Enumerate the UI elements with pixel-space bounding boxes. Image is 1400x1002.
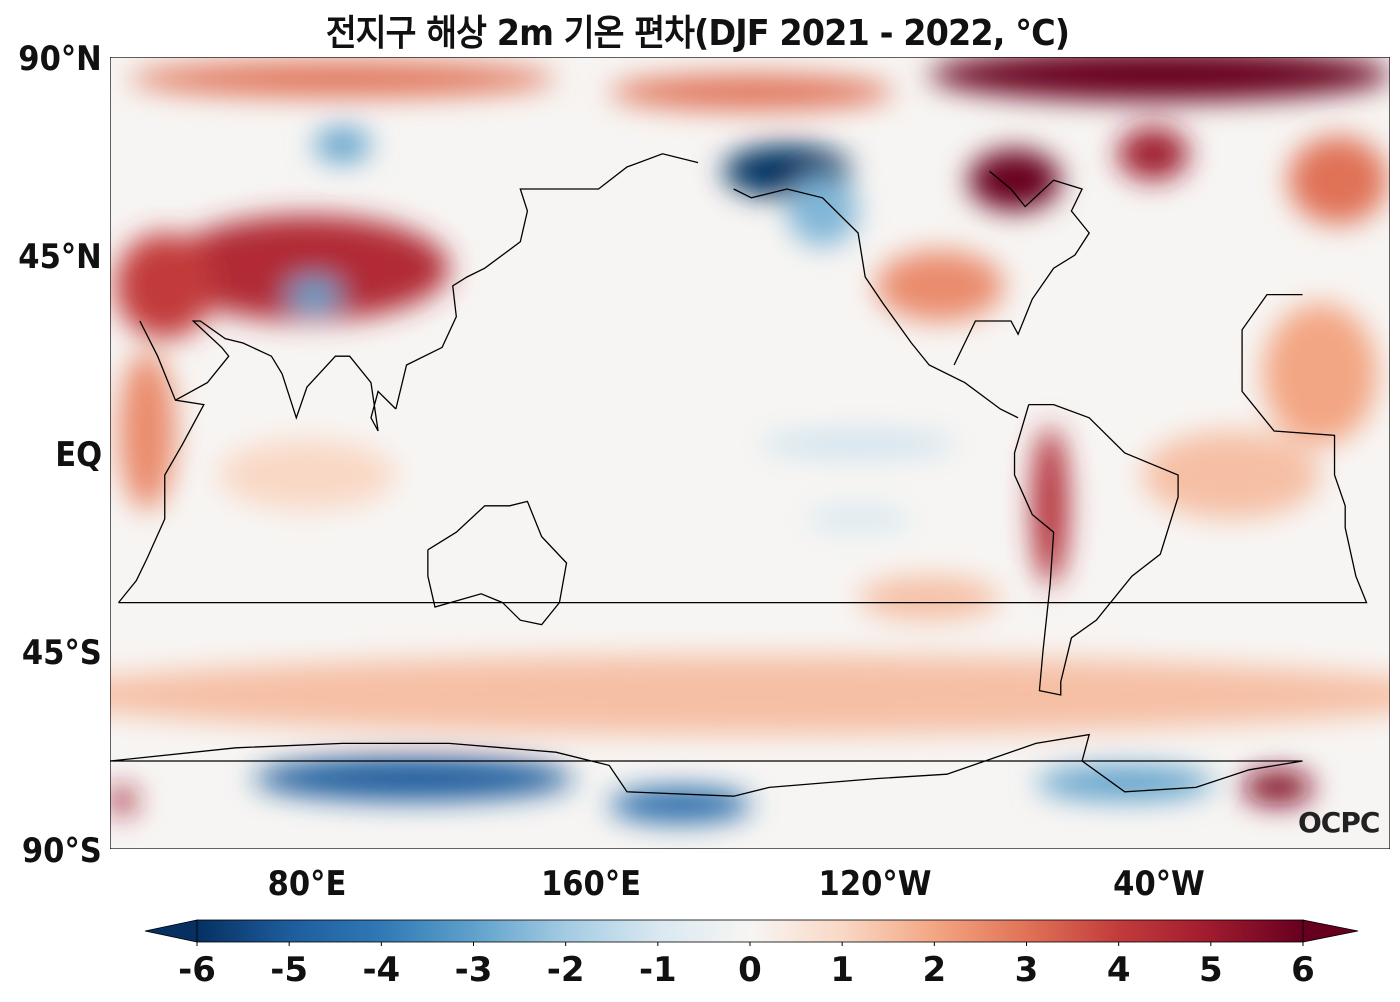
anomaly-region-tibet-cold [285,277,343,313]
x-tick-label: 120°W [818,864,932,904]
anomaly-region-africa-warm [1263,303,1378,445]
x-tick-label: 80°E [267,864,347,904]
coastline-asia-south [175,320,397,432]
anomaly-region-north-america-warm [875,250,1004,321]
colorbar-tick-label: 1 [830,950,854,990]
anomaly-region-antarctica-ross-cold [609,787,752,823]
colorbar-tick-label: -2 [546,950,585,990]
colorbar-tick-label: 6 [1291,950,1315,990]
coastline-north-america-west [733,188,1019,419]
anomaly-region-antarctica-dml-warm [1242,769,1314,806]
y-tick-label: 90°S [22,831,102,871]
x-tick-label: 40°W [1113,864,1205,904]
coastline-south-america [1013,403,1179,696]
anomaly-region-indian-ocean-warm [218,439,396,511]
anomaly-region-antarctica-weddell-cold [1035,765,1214,801]
x-tick-label: 160°E [540,864,642,904]
colorbar-tick-label: 0 [738,950,762,990]
anomaly-region-southern-ocean-warm-band [110,655,1390,735]
anomaly-region-atlantic-warm [1142,431,1321,519]
anomaly-region-central-asia-warm [164,215,450,321]
colorbar-tick-label: 4 [1106,950,1131,990]
coastline-asia-east [395,153,699,410]
anomaly-region-south-pacific-cool [804,505,912,533]
anomaly-region-europe-warm [1288,136,1388,225]
colorbar-tick-label: -1 [638,950,677,990]
anomaly-region-west-asia-warm [114,233,215,339]
ocpc-watermark: OCPC [1298,806,1380,839]
anomaly-region-antarctica-east-cold [253,756,574,801]
anomaly-region-east-africa-warm [118,351,176,511]
coastline-north-america-east [953,170,1091,366]
y-tick-label: EQ [55,435,102,475]
y-tick-label: 45°S [22,633,102,673]
anomaly-region-arctic-pacific-warm [609,74,894,110]
colorbar-tick-label: 2 [922,950,947,990]
anomaly-map [110,57,1390,849]
colorbar [144,919,1359,946]
colorbar-tick-label: 3 [1014,950,1039,990]
colorbar-tick-label: -6 [178,950,216,990]
anomaly-region-arctic-siberia-warm [129,61,556,97]
y-tick-label: 45°N [18,237,102,277]
y-tick-label: 90°N [18,39,102,79]
anomaly-region-east-pacific-eq-cold [758,431,958,458]
colorbar-tick-label: 5 [1198,950,1223,990]
anomaly-region-siberia-cold-spots [314,127,371,163]
colorbar-body [196,919,1304,943]
anomaly-region-andes-warm [1032,426,1068,585]
colorbar-max-extend [1302,919,1359,943]
anomaly-region-arctic-atlantic-warm [929,57,1390,101]
anomaly-region-hudson-bay-warm [968,149,1061,211]
colorbar-tick-label: -3 [454,950,493,990]
anomaly-region-greenland-east-warm [1117,127,1189,181]
colorbar-tick-label: -4 [362,950,401,990]
colorbar-min-extend [144,919,198,943]
anomaly-region-antarctica-west-warm [110,787,137,814]
anomaly-region-south-pacific-warm [858,576,1001,621]
anomaly-region-alaska-coast-cold [786,175,859,247]
coastline-antarctica [110,733,1303,797]
coastline-africa-east [118,320,205,604]
coastline-africa-west [118,293,1368,604]
map-title: 전지구 해상 2m 기온 편차(DJF 2021 - 2022, °C) [325,13,1070,54]
colorbar-tick-label: -5 [270,950,309,990]
